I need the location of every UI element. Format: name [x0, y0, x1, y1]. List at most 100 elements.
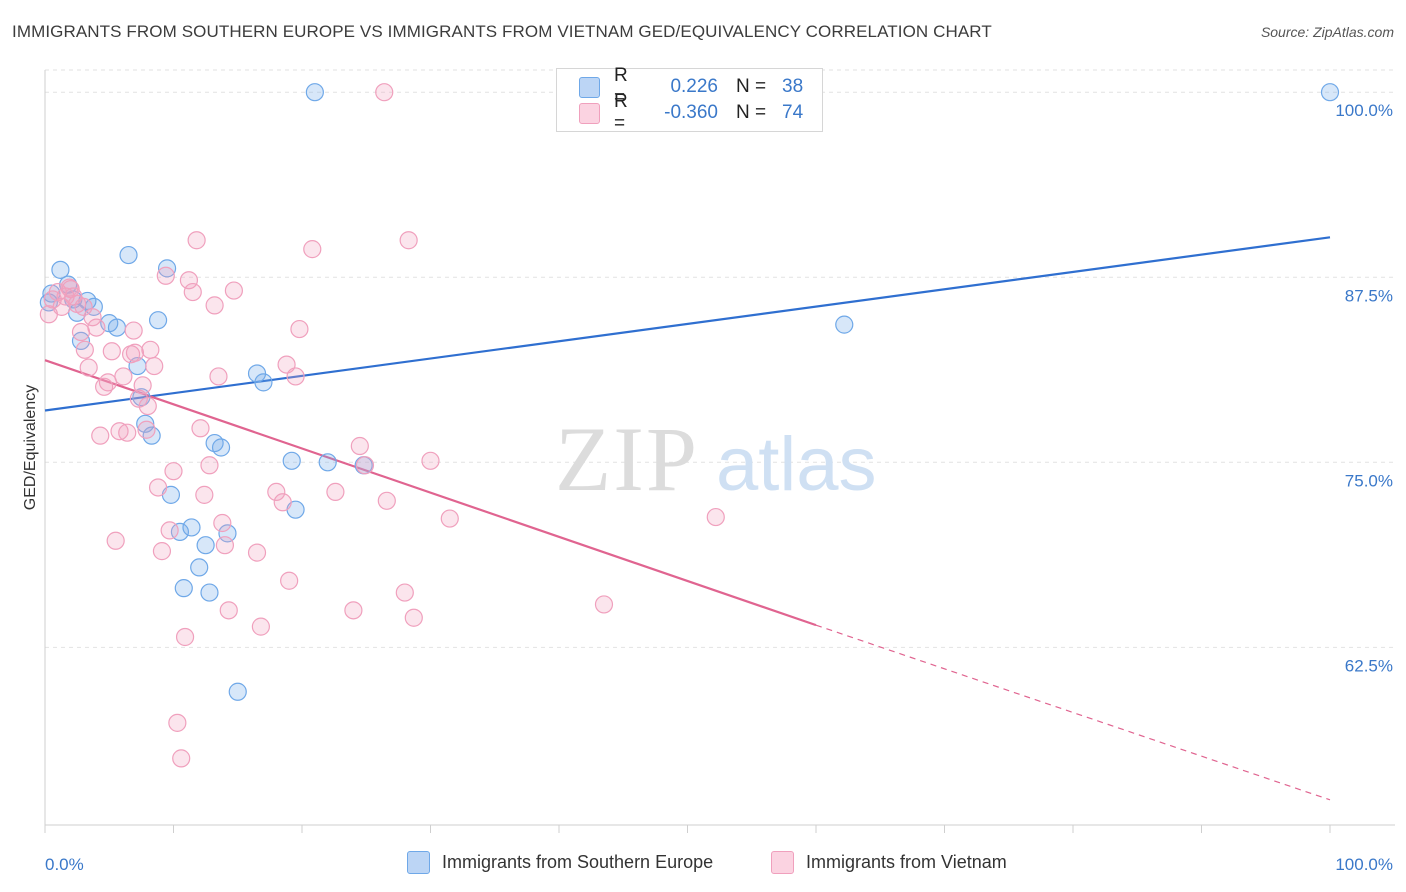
- legend-r-label: R =: [614, 91, 628, 134]
- data-point-southern-europe: [136, 414, 155, 433]
- data-point-southern-europe: [200, 583, 219, 602]
- trend-line-southern-europe: [44, 236, 1331, 412]
- data-point-southern-europe: [107, 318, 127, 337]
- data-point-southern-europe: [119, 245, 138, 265]
- bottom-legend-swatch-pink: [771, 851, 794, 874]
- data-point-vietnam: [183, 282, 202, 302]
- data-point-vietnam: [355, 456, 375, 475]
- y-tick-label: 62.5%: [1345, 656, 1393, 675]
- data-point-southern-europe: [247, 364, 267, 383]
- data-point-southern-europe: [305, 83, 324, 102]
- bottom-legend-vietnam: Immigrants from Vietnam: [771, 851, 1007, 874]
- legend-swatch-pink: [579, 102, 600, 124]
- data-point-southern-europe: [835, 315, 854, 334]
- data-point-vietnam: [175, 627, 195, 647]
- data-point-vietnam: [440, 509, 459, 528]
- data-point-vietnam: [247, 543, 267, 562]
- data-point-vietnam: [152, 542, 172, 561]
- data-point-vietnam: [706, 507, 725, 527]
- data-point-vietnam: [205, 296, 224, 315]
- data-point-vietnam: [145, 356, 164, 376]
- trend-line-vietnam: [44, 359, 817, 627]
- data-point-southern-europe: [190, 558, 209, 577]
- data-point-vietnam: [52, 297, 71, 316]
- data-point-vietnam: [83, 308, 102, 327]
- bottom-legend-southern-europe: Immigrants from Southern Europe: [407, 851, 713, 874]
- data-point-vietnam: [102, 342, 121, 361]
- data-point-vietnam: [375, 83, 394, 102]
- data-point-vietnam: [350, 436, 369, 456]
- data-point-vietnam: [138, 396, 157, 416]
- legend-r-value: 0.226: [670, 76, 718, 97]
- data-point-vietnam: [273, 493, 292, 512]
- data-point-vietnam: [209, 367, 228, 386]
- data-point-vietnam: [61, 279, 80, 299]
- legend-row-vietnam: R = -0.360 N = 74: [579, 91, 803, 134]
- legend-r-value: -0.360: [664, 102, 718, 123]
- data-point-vietnam: [87, 318, 106, 337]
- data-point-vietnam: [215, 536, 234, 555]
- data-point-vietnam: [395, 583, 414, 602]
- bottom-legend-label: Immigrants from Southern Europe: [442, 852, 714, 872]
- trend-line-vietnam-extension: [815, 624, 1331, 801]
- data-point-southern-europe: [51, 260, 70, 279]
- data-point-vietnam: [224, 281, 243, 300]
- data-point-southern-europe: [254, 373, 273, 392]
- data-point-vietnam: [118, 423, 137, 442]
- data-point-vietnam: [172, 749, 191, 768]
- correlation-legend: R = 0.226 N = 38 R = -0.360 N = 74: [556, 65, 823, 134]
- legend-row-southern-europe: R = 0.226 N = 38: [579, 65, 804, 108]
- data-point-vietnam: [160, 521, 179, 540]
- y-tick-label: 75.0%: [1345, 471, 1393, 490]
- legend-n-value: 38: [782, 76, 804, 97]
- data-point-vietnam: [156, 266, 175, 285]
- watermark: ZIP atlas: [555, 408, 877, 510]
- data-point-southern-europe: [196, 536, 215, 555]
- data-point-southern-europe: [1320, 83, 1340, 102]
- data-point-vietnam: [191, 419, 210, 438]
- data-point-vietnam: [187, 231, 206, 250]
- y-axis-label: GED/Equivalency: [22, 385, 39, 510]
- data-point-vietnam: [326, 482, 345, 502]
- data-point-vietnam: [125, 343, 145, 362]
- legend-n-label: N =: [736, 76, 767, 97]
- data-point-vietnam: [148, 478, 168, 497]
- data-point-vietnam: [421, 451, 440, 470]
- data-point-southern-europe: [211, 438, 231, 457]
- data-point-vietnam: [404, 608, 423, 627]
- data-point-southern-europe: [228, 682, 247, 701]
- bottom-legend-label: Immigrants from Vietnam: [806, 852, 1007, 872]
- data-point-southern-europe: [148, 311, 168, 330]
- data-point-vietnam: [110, 422, 129, 441]
- data-point-vietnam: [179, 271, 199, 290]
- data-point-vietnam: [141, 340, 160, 359]
- data-point-southern-europe: [174, 579, 193, 598]
- data-point-southern-europe: [218, 524, 237, 543]
- data-point-vietnam: [164, 462, 183, 481]
- data-point-southern-europe: [157, 259, 177, 278]
- data-points: [39, 83, 1340, 768]
- data-point-vietnam: [124, 321, 143, 340]
- data-point-vietnam: [75, 340, 94, 359]
- data-point-vietnam: [114, 367, 133, 386]
- legend-n-label: N =: [736, 102, 767, 123]
- bottom-legend-swatch-blue: [407, 851, 430, 874]
- data-point-vietnam: [74, 297, 93, 316]
- gridlines: [45, 69, 1395, 648]
- data-point-vietnam: [106, 531, 125, 550]
- data-point-vietnam: [594, 595, 614, 614]
- data-point-vietnam: [91, 426, 110, 445]
- data-point-vietnam: [286, 367, 305, 386]
- data-point-vietnam: [219, 601, 238, 620]
- y-tick-label: 100.0%: [1335, 101, 1393, 120]
- data-point-vietnam: [267, 482, 286, 502]
- data-point-vietnam: [195, 485, 214, 504]
- data-point-vietnam: [251, 617, 270, 636]
- data-point-vietnam: [168, 713, 187, 732]
- data-point-vietnam: [280, 571, 299, 590]
- y-tick-label: 87.5%: [1345, 286, 1393, 305]
- watermark-zip: ZIP: [555, 408, 699, 510]
- data-point-vietnam: [344, 601, 363, 620]
- data-point-vietnam: [71, 322, 91, 342]
